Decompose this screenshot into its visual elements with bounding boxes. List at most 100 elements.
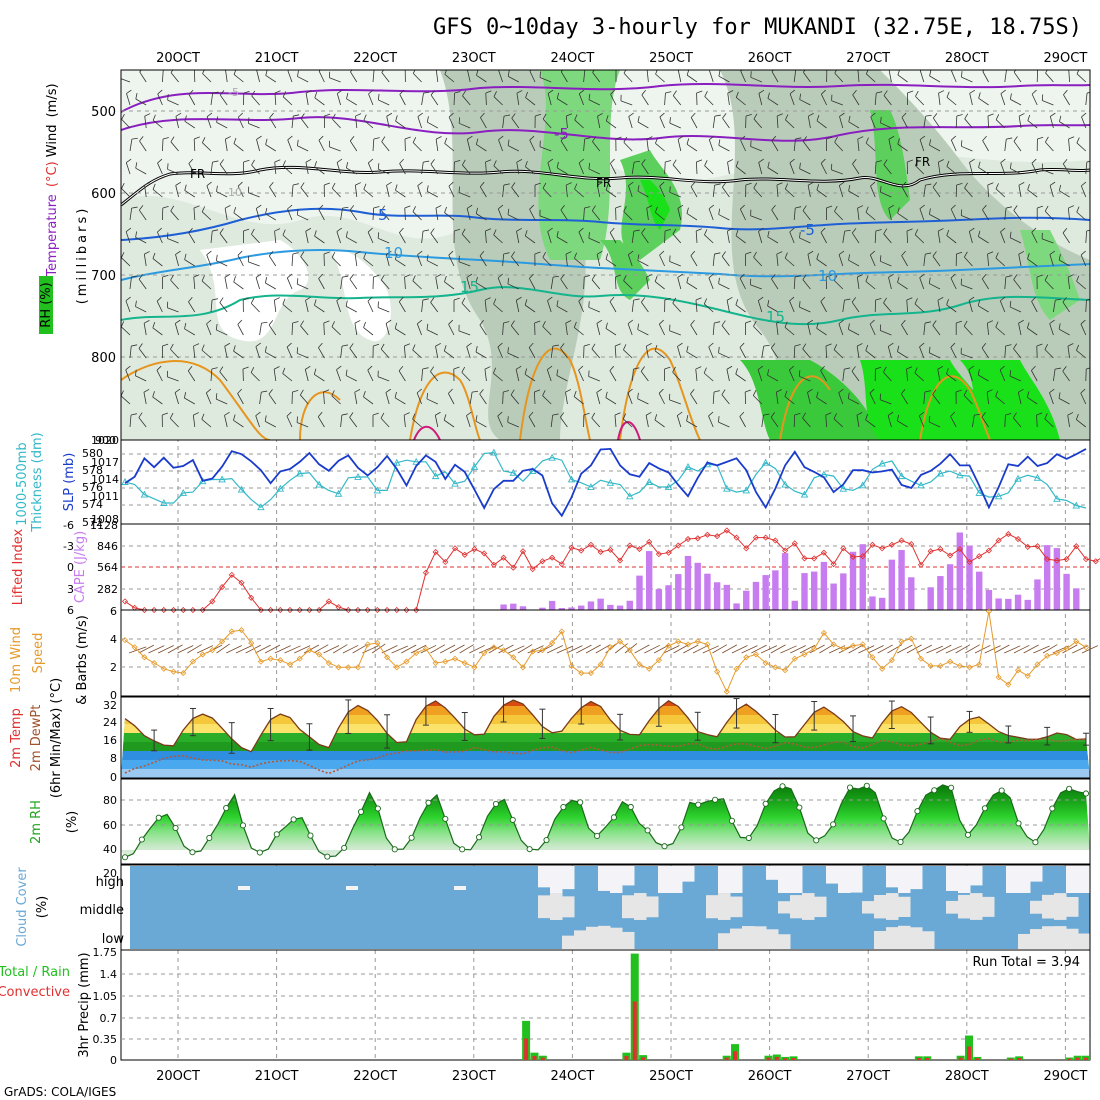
cloud-cell-low — [1066, 928, 1079, 949]
wind-barb — [129, 415, 132, 428]
thickness-line — [124, 451, 1087, 509]
wind-barb-flag — [542, 251, 547, 258]
cloud-cell-high — [1030, 866, 1043, 882]
wind-barb — [628, 185, 633, 198]
wind-barb-flag — [857, 205, 864, 209]
wind-barb — [265, 421, 276, 428]
wind-barb — [336, 93, 341, 106]
cloud-cell-middle — [1054, 893, 1067, 920]
wind-barb — [963, 325, 973, 336]
wind-barb-flag — [305, 90, 312, 94]
wind-barb-flag — [995, 114, 1000, 120]
wind-barb-flag — [919, 204, 925, 209]
wind-point — [228, 628, 235, 635]
wind-barb — [349, 417, 358, 428]
rh-point — [897, 838, 904, 846]
wind-barb — [932, 117, 941, 129]
wind-barb-flag — [363, 390, 366, 397]
rh-point — [931, 787, 938, 794]
wind-barb — [856, 415, 860, 428]
wind-barb — [1053, 300, 1056, 313]
wind-barb-flag — [690, 112, 696, 118]
wind-barb — [932, 325, 941, 336]
lifted-point — [626, 542, 633, 549]
wind-barb — [461, 233, 471, 244]
wind-barb-flag — [462, 90, 467, 97]
wind-barb — [167, 307, 179, 313]
pressure-tick: 700 — [91, 269, 116, 284]
contour-label: 10 — [228, 186, 242, 199]
lifted-point — [209, 598, 216, 605]
wind-barb — [999, 300, 1006, 313]
wind-barb — [623, 280, 633, 290]
wind-barb-flag — [615, 205, 622, 209]
wind-barb-flag — [300, 251, 305, 257]
wind-barb — [255, 208, 260, 221]
thickness-point — [645, 478, 653, 485]
cape-bar — [820, 561, 828, 610]
wind-barb-flag — [794, 344, 801, 347]
surface-wind-barb — [624, 643, 638, 654]
wind-point — [267, 655, 274, 662]
wind-barb-flag — [758, 158, 764, 163]
wind-point — [762, 659, 769, 667]
wind-barb-flag — [336, 365, 342, 371]
wind-barb — [776, 116, 779, 129]
wind-barb — [918, 415, 925, 428]
wind-barb — [961, 284, 973, 290]
wind-point — [752, 651, 760, 658]
wind-barb-flag — [274, 228, 281, 232]
wind-barb-flag — [995, 183, 999, 189]
wind-point — [121, 637, 129, 644]
wind-point — [316, 651, 323, 658]
wind-barb — [1049, 116, 1054, 129]
wind-barb-flag — [995, 252, 999, 259]
wind-barb-flag — [627, 388, 633, 394]
wind-barb — [995, 395, 1006, 405]
wind-barb-flag — [219, 159, 224, 165]
wind-barb-flag — [968, 365, 975, 370]
wind-barb — [982, 140, 989, 152]
cape-bar — [976, 571, 983, 610]
wind-barb-flag — [987, 251, 994, 255]
wind-barb-flag — [466, 342, 472, 347]
wind-barb — [329, 146, 341, 152]
lifted-point — [849, 553, 857, 561]
rh-point — [1082, 790, 1090, 797]
lifted-point — [568, 544, 575, 551]
wind-barb-flag — [233, 345, 236, 352]
surface-wind-barb — [897, 644, 913, 654]
thickness-point — [1072, 501, 1081, 509]
wind-barb — [269, 186, 277, 198]
wind-point — [257, 658, 264, 665]
wind-barb-flag — [708, 273, 714, 279]
surface-wind-barb — [926, 645, 943, 654]
wind-barb-flag — [925, 183, 932, 186]
wind-barb-flag — [444, 275, 447, 282]
wind-barb-flag — [162, 343, 169, 347]
wind-barb — [152, 258, 163, 267]
wind-barb-flag — [848, 254, 851, 261]
wind-barb — [206, 254, 212, 267]
wind-barb — [915, 96, 925, 106]
wind-barb — [686, 420, 698, 428]
wind-barb — [802, 348, 811, 359]
wind-barb — [462, 95, 471, 106]
wind-barb-flag — [516, 227, 522, 232]
wind-barb — [802, 141, 811, 152]
wind-barb-flag — [126, 158, 132, 163]
wind-barb — [578, 300, 584, 313]
wind-barb — [799, 375, 811, 382]
wind-point — [917, 655, 925, 662]
dewpoint-line — [124, 737, 1086, 775]
wind-point — [1024, 672, 1031, 679]
cloud-cell-low — [910, 927, 923, 949]
wind-barb-flag — [794, 412, 801, 416]
lifted-tick: 0 — [67, 561, 74, 574]
rh-point — [762, 800, 769, 807]
wind-barb — [138, 209, 147, 221]
wind-barb-flag — [121, 113, 125, 120]
wind-barb — [493, 372, 503, 382]
wind-point — [908, 635, 915, 642]
precip-conv-bar — [774, 1056, 779, 1060]
